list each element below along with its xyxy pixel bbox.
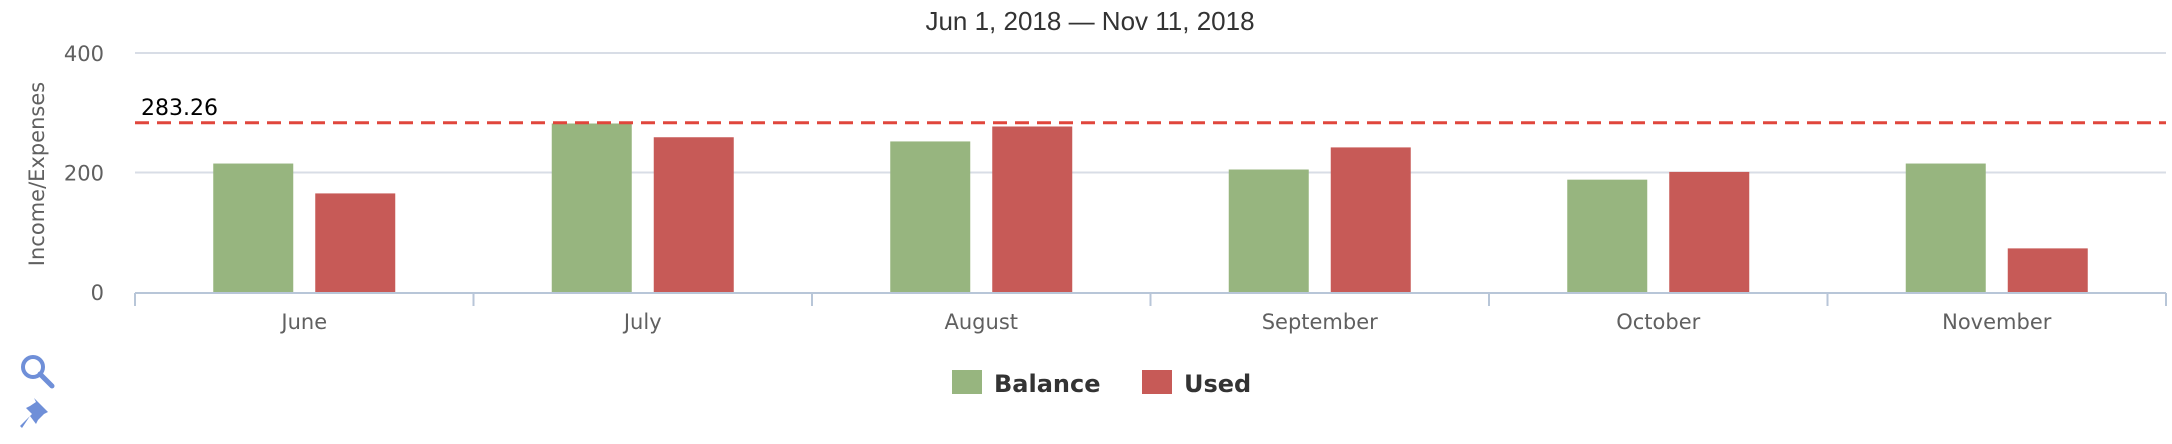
pin-button[interactable] — [18, 394, 56, 432]
x-axis: June July August September October November — [134, 292, 2167, 334]
bar-balance — [1567, 179, 1648, 292]
chart-title: Jun 1, 2018 — Nov 11, 2018 — [925, 6, 1254, 36]
bar-balance — [1905, 163, 1986, 292]
y-axis-ticks: 0 200 400 — [64, 42, 104, 305]
bar-used — [1669, 171, 1750, 292]
x-tick-label: August — [945, 310, 1019, 334]
reference-line-label: 283.26 — [141, 96, 218, 121]
bar-used — [2007, 248, 2088, 292]
x-tick-label: October — [1616, 310, 1700, 334]
legend-label: Used — [1184, 370, 1251, 398]
grid-lines — [135, 52, 2166, 174]
bars — [213, 123, 2088, 293]
x-tick-label: June — [279, 310, 327, 334]
reference-line-group: 283.26 — [135, 96, 2166, 125]
y-axis-title: Income/Expenses — [25, 82, 49, 266]
legend-swatch — [1142, 370, 1172, 394]
bar-used — [992, 126, 1073, 293]
zoom-button[interactable] — [18, 352, 56, 390]
bar-balance — [1228, 169, 1309, 292]
magnifier-icon — [21, 355, 55, 389]
x-tick-label: November — [1942, 310, 2052, 334]
y-tick-label: 0 — [91, 281, 104, 305]
x-tick-label: September — [1262, 310, 1378, 334]
legend-label: Balance — [994, 370, 1101, 398]
legend-swatch — [952, 370, 982, 394]
legend-item-used[interactable]: Used — [1142, 370, 1251, 398]
pin-icon — [20, 398, 48, 428]
x-tick-label: July — [622, 310, 662, 334]
y-tick-label: 400 — [64, 42, 104, 66]
bar-used — [653, 137, 734, 292]
y-tick-label: 200 — [64, 162, 104, 186]
bar-balance — [213, 163, 294, 292]
bar-used — [315, 193, 396, 292]
bar-balance — [890, 141, 971, 292]
bar-balance — [551, 123, 632, 292]
legend[interactable]: Balance Used — [952, 370, 1251, 398]
legend-item-balance[interactable]: Balance — [952, 370, 1101, 398]
bar-used — [1330, 147, 1411, 292]
